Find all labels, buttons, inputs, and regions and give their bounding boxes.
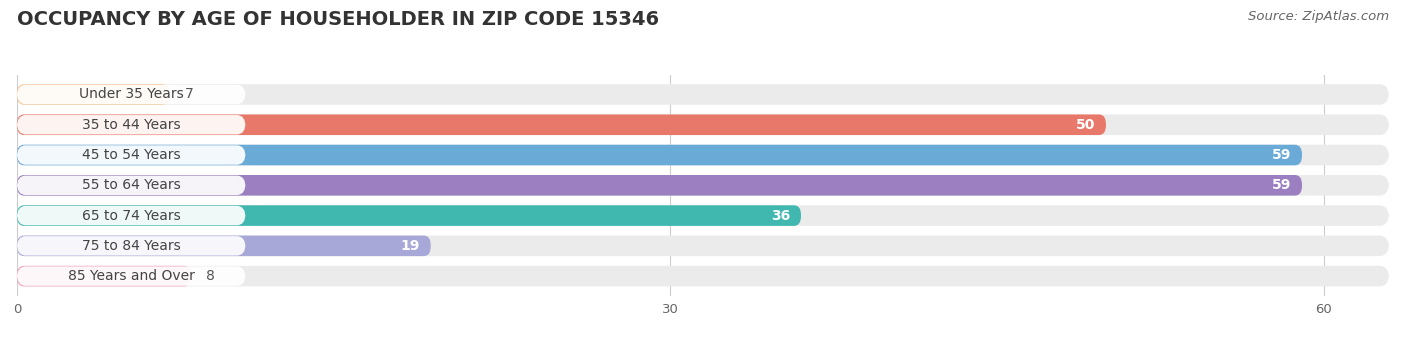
Text: 75 to 84 Years: 75 to 84 Years [82, 239, 180, 253]
FancyBboxPatch shape [17, 236, 246, 256]
Text: Under 35 Years: Under 35 Years [79, 87, 184, 101]
FancyBboxPatch shape [17, 266, 1389, 286]
FancyBboxPatch shape [17, 205, 801, 226]
FancyBboxPatch shape [17, 206, 246, 225]
FancyBboxPatch shape [17, 236, 430, 256]
Text: OCCUPANCY BY AGE OF HOUSEHOLDER IN ZIP CODE 15346: OCCUPANCY BY AGE OF HOUSEHOLDER IN ZIP C… [17, 10, 659, 29]
FancyBboxPatch shape [17, 266, 191, 286]
Text: 55 to 64 Years: 55 to 64 Years [82, 178, 180, 192]
Text: 7: 7 [184, 87, 194, 101]
Text: 35 to 44 Years: 35 to 44 Years [82, 118, 180, 132]
FancyBboxPatch shape [17, 115, 246, 134]
FancyBboxPatch shape [17, 145, 246, 165]
Text: 65 to 74 Years: 65 to 74 Years [82, 208, 180, 223]
FancyBboxPatch shape [17, 176, 246, 195]
Text: 45 to 54 Years: 45 to 54 Years [82, 148, 180, 162]
FancyBboxPatch shape [17, 205, 1389, 226]
Text: Source: ZipAtlas.com: Source: ZipAtlas.com [1249, 10, 1389, 23]
Text: 59: 59 [1272, 148, 1291, 162]
FancyBboxPatch shape [17, 84, 1389, 105]
FancyBboxPatch shape [17, 175, 1389, 195]
FancyBboxPatch shape [17, 145, 1389, 165]
Text: 36: 36 [770, 208, 790, 223]
FancyBboxPatch shape [17, 236, 1389, 256]
Text: 19: 19 [401, 239, 420, 253]
FancyBboxPatch shape [17, 115, 1107, 135]
FancyBboxPatch shape [17, 115, 1389, 135]
FancyBboxPatch shape [17, 84, 169, 105]
Text: 8: 8 [207, 269, 215, 283]
Text: 50: 50 [1076, 118, 1095, 132]
FancyBboxPatch shape [17, 85, 246, 104]
Text: 59: 59 [1272, 178, 1291, 192]
FancyBboxPatch shape [17, 145, 1302, 165]
Text: 85 Years and Over: 85 Years and Over [67, 269, 194, 283]
FancyBboxPatch shape [17, 267, 246, 286]
FancyBboxPatch shape [17, 175, 1302, 195]
